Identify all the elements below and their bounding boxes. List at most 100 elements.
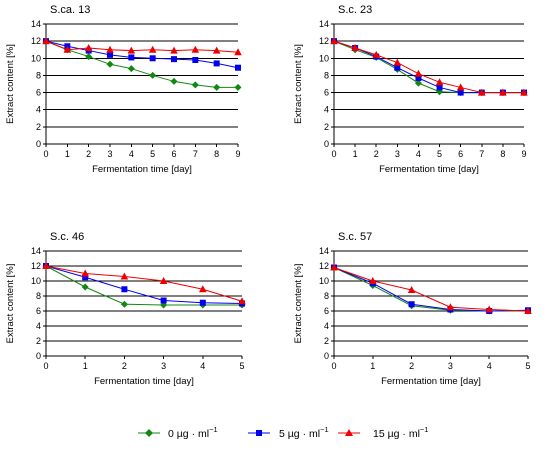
y-tick-label: 4 [324,105,329,115]
y-tick-label: 2 [36,122,41,132]
point-marker [107,51,113,58]
y-tick-label: 12 [319,36,329,46]
x-tick-label: 1 [83,361,88,371]
point-marker [408,301,415,308]
y-tick-label: 14 [319,246,329,256]
point-marker [485,305,493,313]
svg-text:0 µg · ml−1: 0 µg · ml−1 [168,425,218,440]
point-marker [456,83,465,91]
y-tick-label: 12 [31,36,41,46]
y-tick-label: 0 [324,139,329,149]
x-tick-label: 3 [107,149,112,159]
x-tick-label: 2 [374,149,379,159]
point-marker [351,44,359,51]
point-marker [120,300,128,308]
x-tick-label: 7 [193,149,198,159]
y-tick-label: 2 [36,336,41,346]
point-marker [84,44,93,51]
x-tick-label: 0 [331,361,336,371]
y-tick-label: 12 [31,261,41,271]
x-tick-label: 5 [150,149,155,159]
panel-title: S.ca. 13 [50,4,90,16]
y-tick-label: 4 [36,321,41,331]
point-marker [407,286,416,293]
x-tick-label: 6 [458,149,463,159]
x-tick-label: 8 [500,149,505,159]
legend-marker-diamond [145,429,153,437]
x-tick-label: 9 [521,149,526,159]
panel-title: S.c. 46 [50,231,84,243]
point-marker [42,37,50,45]
y-tick-label: 2 [324,122,329,132]
point-marker [170,77,178,85]
series-line-0 [333,267,528,312]
y-tick-label: 14 [319,19,329,29]
point-marker [477,88,486,96]
y-tick-label: 6 [36,306,41,316]
point-marker [235,64,241,71]
series-line-1 [333,40,524,94]
point-marker [213,83,221,91]
point-marker [372,50,381,58]
point-marker [170,46,178,54]
y-tick-label: 10 [31,53,41,63]
point-marker [148,45,157,53]
x-axis-title: Fermentation time [day] [92,164,192,175]
y-tick-label: 4 [36,105,41,115]
series-line-0 [333,40,524,94]
panel-title: S.c. 57 [338,231,372,243]
point-marker [234,83,242,91]
y-tick-label: 8 [324,291,329,301]
point-marker [191,45,200,53]
series-line-2 [45,265,243,302]
y-tick-label: 0 [324,351,329,361]
point-marker [42,262,50,269]
legend-label-2: 15 µg · ml [373,428,420,440]
point-marker [238,297,246,305]
x-tick-label: 4 [416,149,421,159]
point-marker [160,297,167,304]
x-tick-label: 6 [171,149,176,159]
x-tick-label: 1 [65,149,70,159]
x-tick-label: 0 [331,149,336,159]
x-axis-title: Fermentation time [day] [94,376,194,387]
point-marker [127,65,135,73]
point-marker [213,60,220,67]
panel-title: S.c. 23 [338,4,372,16]
y-tick-label: 4 [324,321,329,331]
x-tick-label: 0 [43,149,48,159]
point-marker [85,53,93,61]
x-tick-label: 0 [43,361,48,371]
legend-item-1: 5 µg · ml−1 [248,425,329,440]
point-marker [414,79,422,87]
x-tick-label: 2 [409,361,414,371]
y-tick-label: 14 [31,246,41,256]
x-tick-label: 4 [487,361,492,371]
point-marker [81,269,89,277]
legend-marker-square [256,430,262,436]
point-marker [330,37,338,45]
y-tick-label: 0 [36,139,41,149]
legend-label-1: 5 µg · ml [279,428,320,440]
point-marker [127,46,136,54]
point-marker [524,307,532,314]
point-marker [149,71,157,79]
y-tick-label: 10 [319,53,329,63]
series-line-1 [45,265,243,304]
x-tick-label: 2 [122,361,127,371]
x-tick-label: 8 [214,149,219,159]
x-tick-label: 9 [235,149,240,159]
series-line-0 [45,265,242,306]
y-tick-label: 0 [36,351,41,361]
point-marker [415,75,422,81]
y-tick-label: 10 [31,276,41,286]
point-marker [234,48,242,56]
legend-sup-2: −1 [420,425,429,434]
y-axis-title: Extract content [%] [293,264,304,344]
x-tick-label: 3 [395,149,400,159]
